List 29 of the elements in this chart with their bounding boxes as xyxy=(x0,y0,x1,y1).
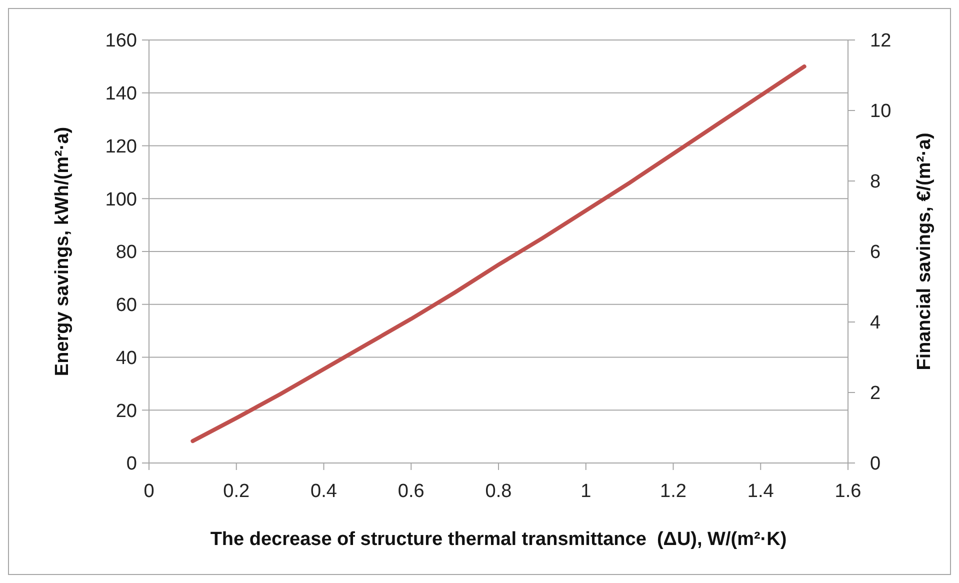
x-tick-label: 0 xyxy=(144,481,154,502)
y-tick-label: 140 xyxy=(105,84,137,105)
x-tick-label: 0.2 xyxy=(223,481,250,502)
y-tick-label: 100 xyxy=(105,189,137,210)
y2-tick-label: 4 xyxy=(870,312,881,334)
y2-tick-label: 6 xyxy=(870,242,881,264)
y-tick-label: 120 xyxy=(105,136,137,158)
y-tick-label: 40 xyxy=(116,348,137,369)
x-tick-label: 1.4 xyxy=(747,481,774,502)
x-tick-label: 0.6 xyxy=(398,481,424,502)
x-tick-label: 1.2 xyxy=(660,481,686,502)
x-tick-label: 1.6 xyxy=(834,481,862,502)
y2-tick-label: 0 xyxy=(870,454,881,475)
x-axis-title: The decrease of structure thermal transmittance (ΔU), W/(m²·K) xyxy=(210,529,787,550)
y2-tick-label: 8 xyxy=(870,172,881,193)
y-tick-label: 0 xyxy=(126,454,137,475)
x-tick-label: 1 xyxy=(580,481,592,502)
y-tick-label: 60 xyxy=(116,295,137,316)
x-tick-label: 0.4 xyxy=(310,481,338,502)
y-tick-label: 80 xyxy=(116,242,137,264)
x-tick-label: 0.8 xyxy=(485,481,512,502)
y-tick-label: 160 xyxy=(105,30,137,52)
line-series xyxy=(190,64,806,444)
y-axis-title: Energy savings, kWh/(m²·a) xyxy=(52,126,73,376)
y2-tick-label: 2 xyxy=(870,383,881,404)
y2-tick-label: 10 xyxy=(870,101,892,122)
y2-tick-label: 12 xyxy=(870,30,892,52)
y-tick-label: 20 xyxy=(116,400,137,422)
y2-axis-title: Financial savings, €/(m²·a) xyxy=(914,132,935,370)
